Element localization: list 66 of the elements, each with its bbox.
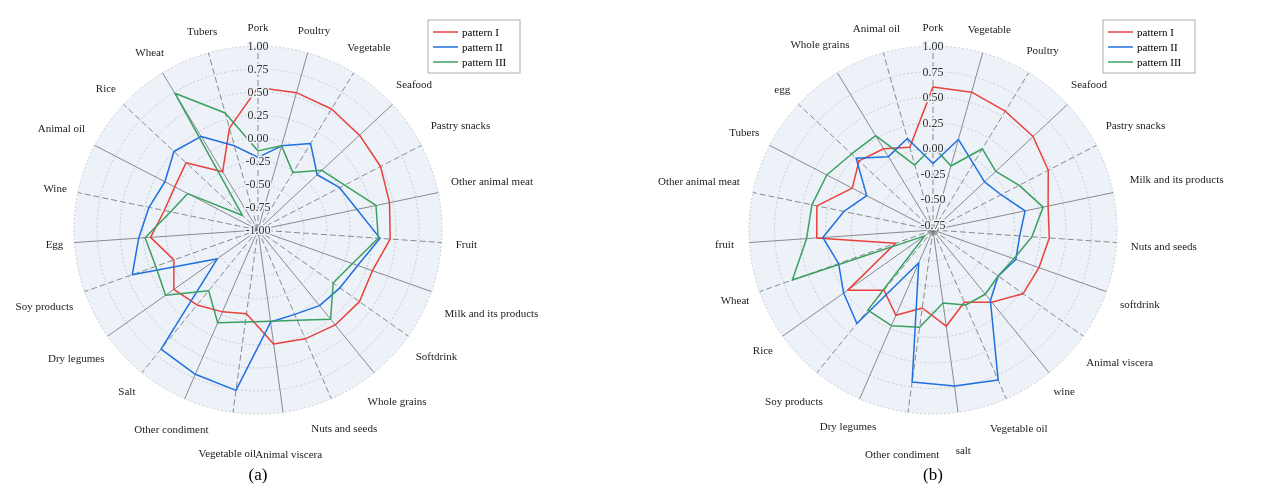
y-tick-label: -0.25 [920,166,946,181]
y-tick-label: 1.00 [247,39,269,53]
y-tick-label: 0.75 [247,62,269,76]
spoke-label: Pork [922,21,944,33]
text: (a) [248,465,268,484]
spoke-label: Vegetable oil [989,421,1048,434]
spoke-label: Animal oil [37,122,86,135]
spoke-label: Animal viscera [255,447,323,460]
spoke-label: Fruit [455,238,478,251]
spoke-label: Soy products [15,299,74,312]
y-tick-label: 1.00 [922,39,944,53]
y-tick-label: -0.75 [245,200,271,214]
spoke-label: Whole grains [790,38,850,51]
spoke-label: Tubers [187,24,218,37]
spoke-label: Nuts and seeds [1130,239,1197,252]
spoke-label: Other animal meat [658,175,740,188]
y-tick-label: -0.25 [245,154,271,168]
spoke-label: Seafood [1071,78,1108,91]
spoke-label: Rice [95,81,117,94]
spoke-label: Other animal meat [451,175,533,188]
spoke-label: Other condiment [865,447,940,460]
text: (b) [923,465,943,484]
spoke-label: Tubers [729,126,760,139]
spoke-label: Nuts and seeds [311,422,378,435]
spoke-label: Vegetable [347,41,391,54]
spoke-label: Milk and its products [444,306,539,319]
spoke-label: Whole grains [367,394,427,407]
spoke-label: Wheat [720,294,750,307]
spoke-label: wine [1053,385,1075,398]
legend-label: pattern III [1137,56,1182,68]
spoke-label: Pastry snacks [430,119,491,132]
legend-label: pattern III [462,56,507,68]
y-tick-label: 0.25 [922,115,944,130]
legend-label: pattern I [462,26,500,38]
legend-label: pattern II [462,41,503,53]
spoke-label: fruit [715,238,735,251]
spoke-label: Salt [118,385,136,398]
y-tick-label: -0.50 [920,192,946,207]
spoke-label: Pork [247,21,269,33]
spoke-label: Other condiment [134,423,209,436]
spoke-label: Animal viscera [1086,355,1154,368]
spoke-label: egg [774,83,791,96]
spoke-label: Dry legumes [819,419,877,432]
legend-label: pattern I [1137,26,1175,38]
spoke-label: salt [955,444,971,457]
spoke-label: Wine [43,181,67,194]
spoke-label: Poultry [297,24,331,37]
y-tick-label: -0.75 [920,217,946,232]
y-tick-label: 0.25 [247,108,269,122]
y-tick-label: -0.50 [245,177,271,191]
spoke-label: Animal oil [852,22,901,35]
spoke-label: Milk and its products [1129,173,1224,186]
spoke-label: Dry legumes [47,352,105,365]
spoke-label: softdrink [1120,297,1161,310]
spoke-label: Rice [752,344,774,357]
spoke-label: Poultry [1026,43,1060,56]
spoke-label: Softdrink [415,349,458,362]
y-tick-label: 0.75 [922,64,944,79]
y-tick-label: 0.00 [247,131,269,145]
spoke-label: Wheat [135,45,165,58]
spoke-label: Seafood [396,78,433,91]
spoke-label: Soy products [765,394,823,407]
spoke-label: Pastry snacks [1105,119,1166,132]
spoke-label: Vegetable [967,22,1012,35]
spoke-label: Egg [45,237,64,250]
legend-label: pattern II [1137,41,1178,53]
